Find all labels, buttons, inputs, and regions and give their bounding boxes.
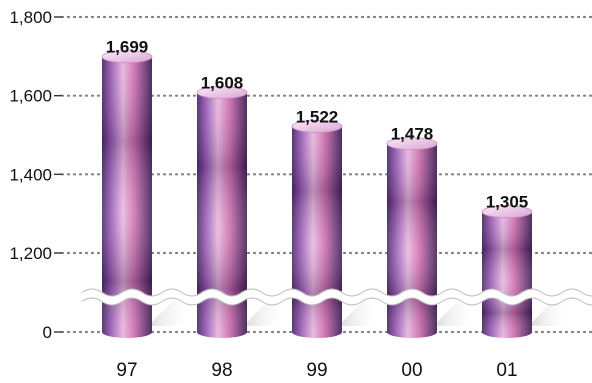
bar-cap bbox=[386, 137, 438, 151]
bar-texture bbox=[292, 126, 342, 338]
bar-shadow bbox=[243, 282, 287, 326]
y-tick-label: 1,800 bbox=[9, 8, 52, 27]
x-tick-label: 99 bbox=[306, 360, 327, 381]
axis-break-line-upper bbox=[81, 288, 592, 297]
x-tick-label: 01 bbox=[496, 360, 517, 381]
bar-texture bbox=[482, 211, 532, 338]
x-tick-label: 97 bbox=[116, 360, 137, 381]
x-tick-label: 00 bbox=[401, 360, 422, 381]
y-tick-label: 1,200 bbox=[9, 244, 52, 263]
x-tick-labels: 97 98 99 00 01 bbox=[116, 360, 517, 381]
bar-texture bbox=[387, 143, 437, 338]
y-tick-labels: 0 1,200 1,400 1,600 1,800 bbox=[9, 8, 52, 342]
y-tick-label: 1,400 bbox=[9, 165, 52, 184]
y-tick-label: 1,600 bbox=[9, 87, 52, 106]
data-labels: 1,699 1,608 1,522 1,478 1,305 bbox=[106, 38, 529, 212]
bar-texture bbox=[102, 56, 152, 339]
bar-cap bbox=[481, 205, 533, 219]
data-label: 1,478 bbox=[391, 125, 434, 144]
bar-cap bbox=[101, 50, 153, 64]
data-label: 1,522 bbox=[296, 107, 339, 126]
x-tick-label: 98 bbox=[211, 360, 232, 381]
data-label: 1,699 bbox=[106, 38, 149, 57]
data-label: 1,608 bbox=[201, 74, 244, 93]
data-label: 1,305 bbox=[486, 193, 529, 212]
bar-texture bbox=[197, 92, 247, 339]
bar-shadow bbox=[433, 282, 477, 326]
bar-shadow bbox=[338, 282, 382, 326]
bar-cap bbox=[291, 119, 343, 133]
bar-cap bbox=[196, 86, 248, 99]
y-tick-label: 0 bbox=[43, 323, 52, 342]
axis-break-line-lower bbox=[81, 297, 592, 306]
axis-break-band bbox=[79, 289, 592, 305]
bars bbox=[101, 50, 533, 339]
axis-break bbox=[79, 288, 592, 306]
